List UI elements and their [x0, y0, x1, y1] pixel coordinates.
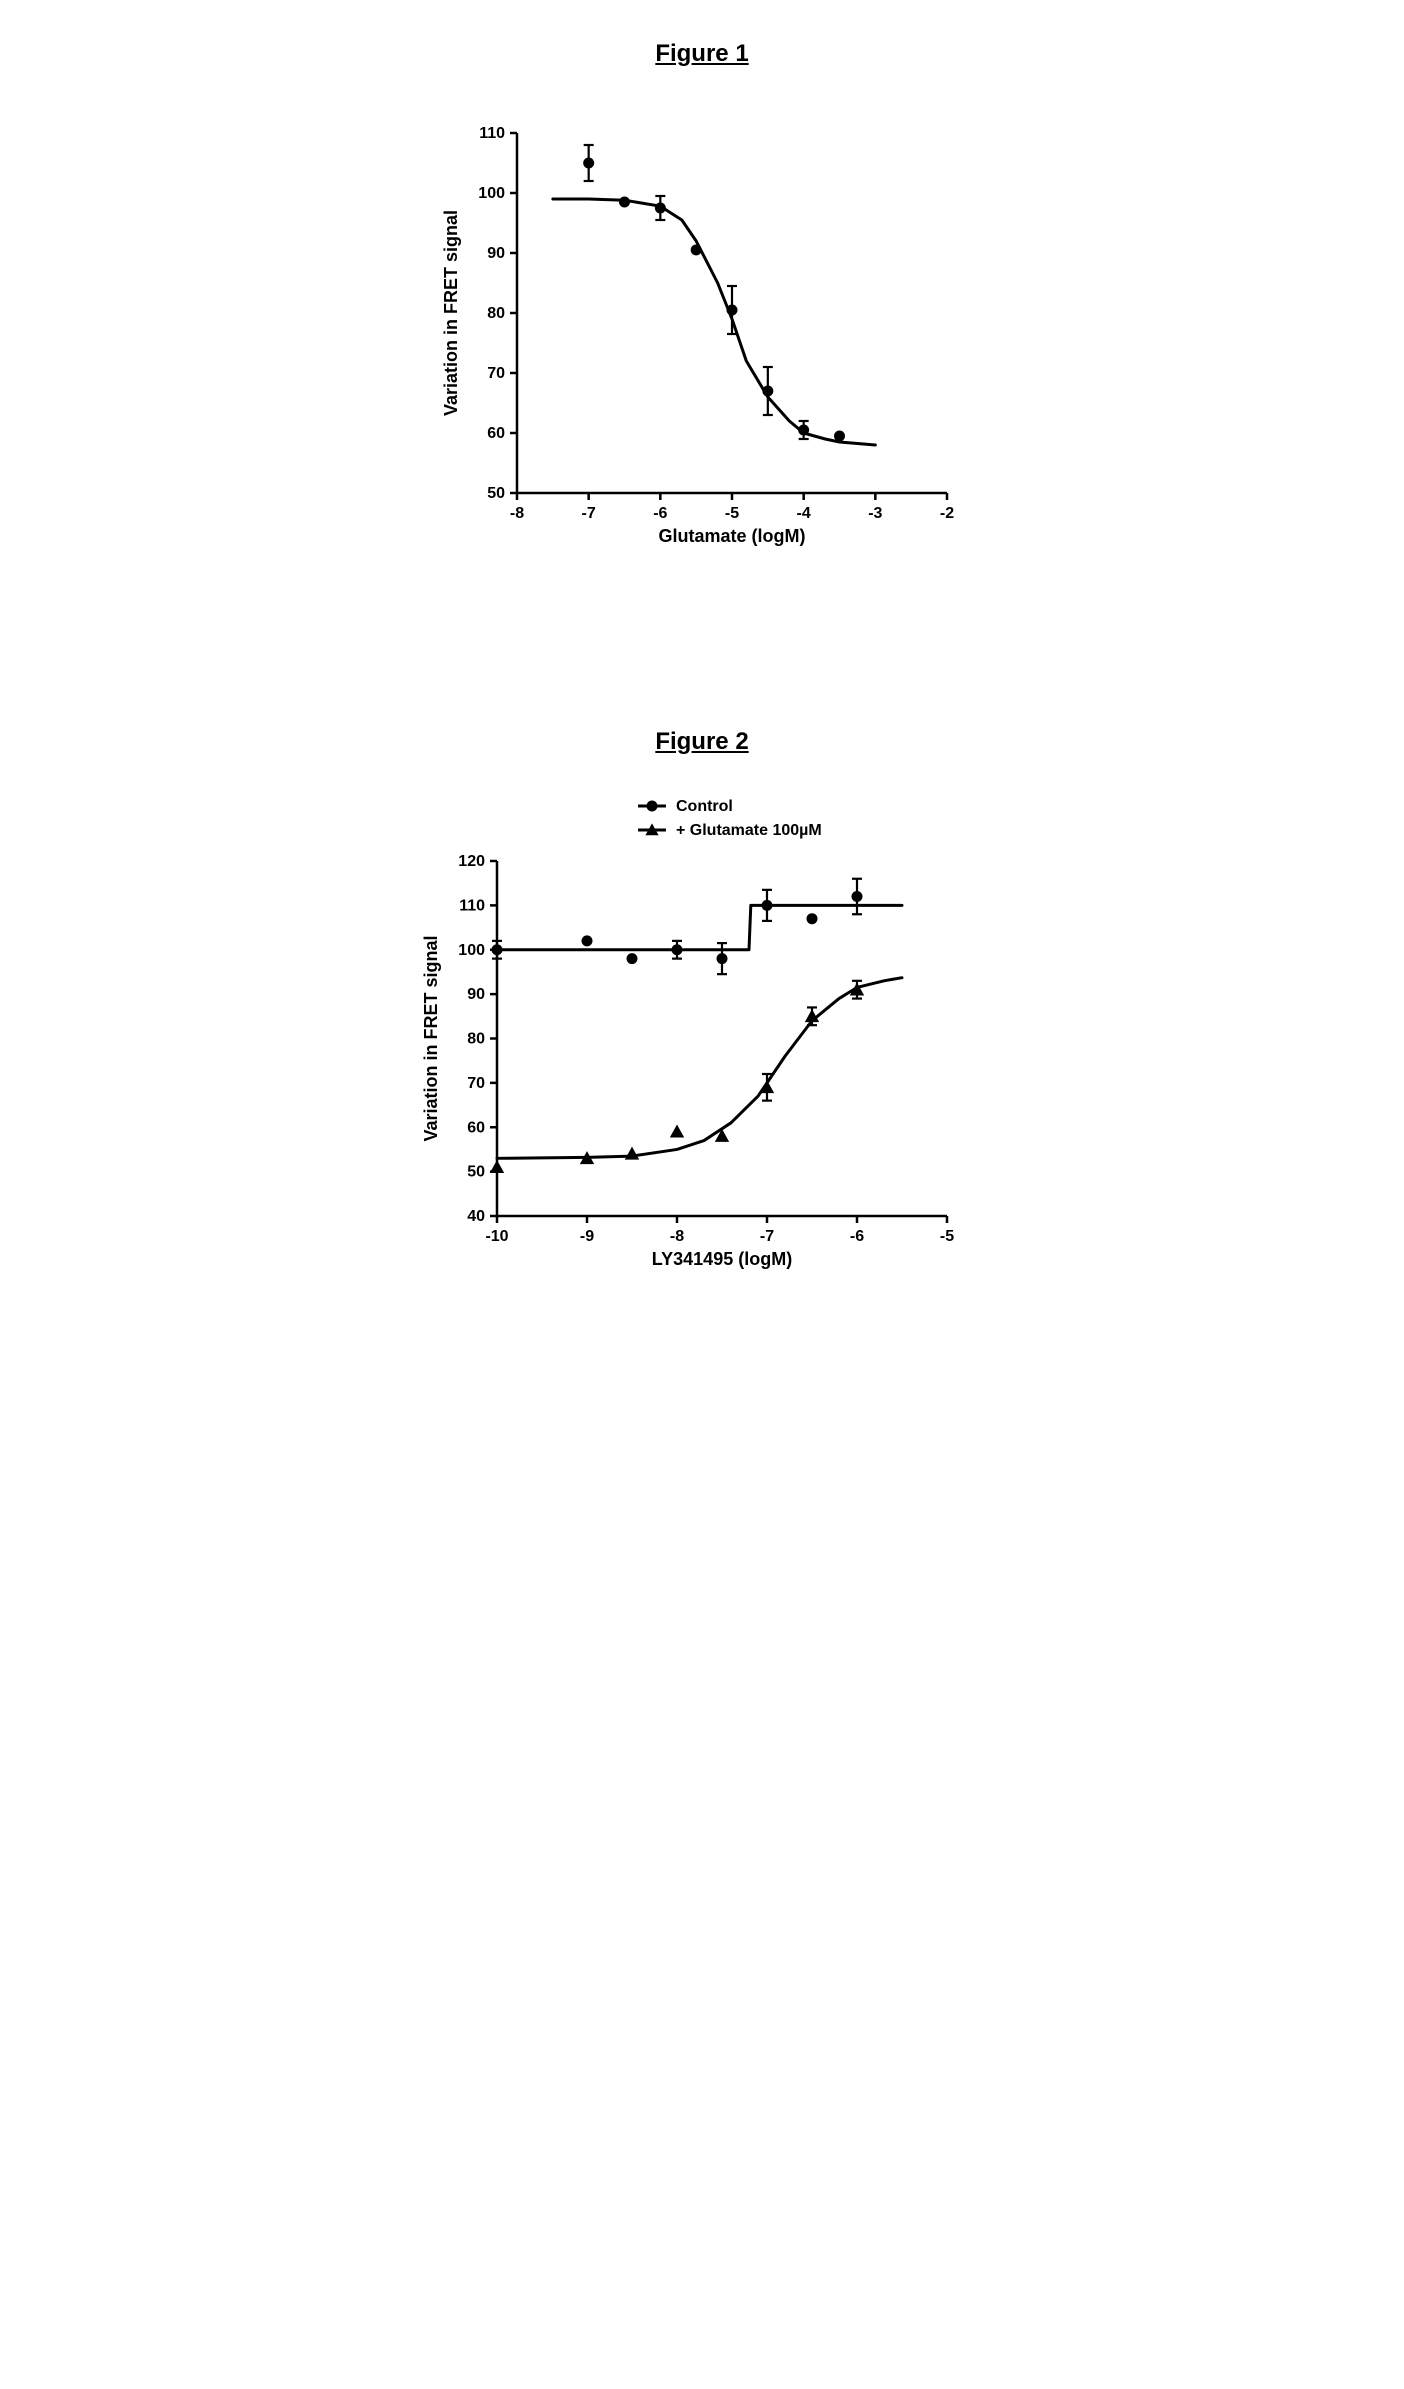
svg-text:Control: Control — [676, 798, 733, 815]
svg-text:-3: -3 — [868, 505, 882, 522]
svg-text:-8: -8 — [670, 1228, 684, 1245]
svg-text:-5: -5 — [725, 505, 739, 522]
svg-text:-6: -6 — [850, 1228, 864, 1245]
svg-text:Glutamate (logM): Glutamate (logM) — [659, 526, 806, 546]
svg-text:-8: -8 — [510, 505, 524, 522]
figure-2-title: Figure 2 — [252, 728, 1152, 756]
figure-2: Figure 2 -10 -9 -8 -7 -6 -5 40 50 60 70 80 90 100 110… — [252, 728, 1152, 1296]
figure-1-title: Figure 1 — [252, 40, 1152, 68]
svg-text:-9: -9 — [580, 1228, 594, 1245]
svg-text:110: 110 — [459, 897, 485, 914]
svg-text:60: 60 — [467, 1119, 485, 1136]
svg-text:90: 90 — [487, 245, 505, 262]
svg-text:Variation in FRET signal: Variation in FRET signal — [441, 210, 461, 416]
svg-text:LY341495 (logM): LY341495 (logM) — [652, 1249, 792, 1269]
svg-text:90: 90 — [467, 986, 485, 1003]
figure-1-chart: -8 -7 -6 -5 -4 -3 -2 50 60 70 80 90 100 110 Glutamate … — [422, 108, 982, 568]
svg-text:40: 40 — [467, 1208, 485, 1225]
svg-text:70: 70 — [487, 365, 505, 382]
svg-text:-2: -2 — [940, 505, 954, 522]
svg-text:-10: -10 — [485, 1228, 508, 1245]
svg-text:120: 120 — [458, 853, 485, 870]
svg-text:Variation in FRET signal: Variation in FRET signal — [421, 935, 441, 1141]
svg-text:-6: -6 — [653, 505, 667, 522]
figure-2-chart: -10 -9 -8 -7 -6 -5 40 50 60 70 80 90 100 110 120 LY3414… — [402, 796, 1002, 1296]
svg-text:80: 80 — [487, 305, 505, 322]
svg-text:110: 110 — [479, 125, 505, 142]
svg-text:-4: -4 — [797, 505, 811, 522]
svg-text:-7: -7 — [582, 505, 596, 522]
svg-text:50: 50 — [487, 485, 505, 502]
svg-text:100: 100 — [458, 942, 485, 959]
svg-text:60: 60 — [487, 425, 505, 442]
svg-text:80: 80 — [467, 1031, 485, 1048]
svg-text:70: 70 — [467, 1075, 485, 1092]
svg-text:-5: -5 — [940, 1228, 954, 1245]
svg-text:-7: -7 — [760, 1228, 774, 1245]
svg-text:100: 100 — [478, 185, 505, 202]
svg-text:+ Glutamate 100µM: + Glutamate 100µM — [676, 822, 822, 839]
svg-text:50: 50 — [467, 1164, 485, 1181]
figure-1: Figure 1 -8 -7 -6 -5 -4 -3 -2 50 60 70 80 90 100 110 G… — [252, 40, 1152, 568]
